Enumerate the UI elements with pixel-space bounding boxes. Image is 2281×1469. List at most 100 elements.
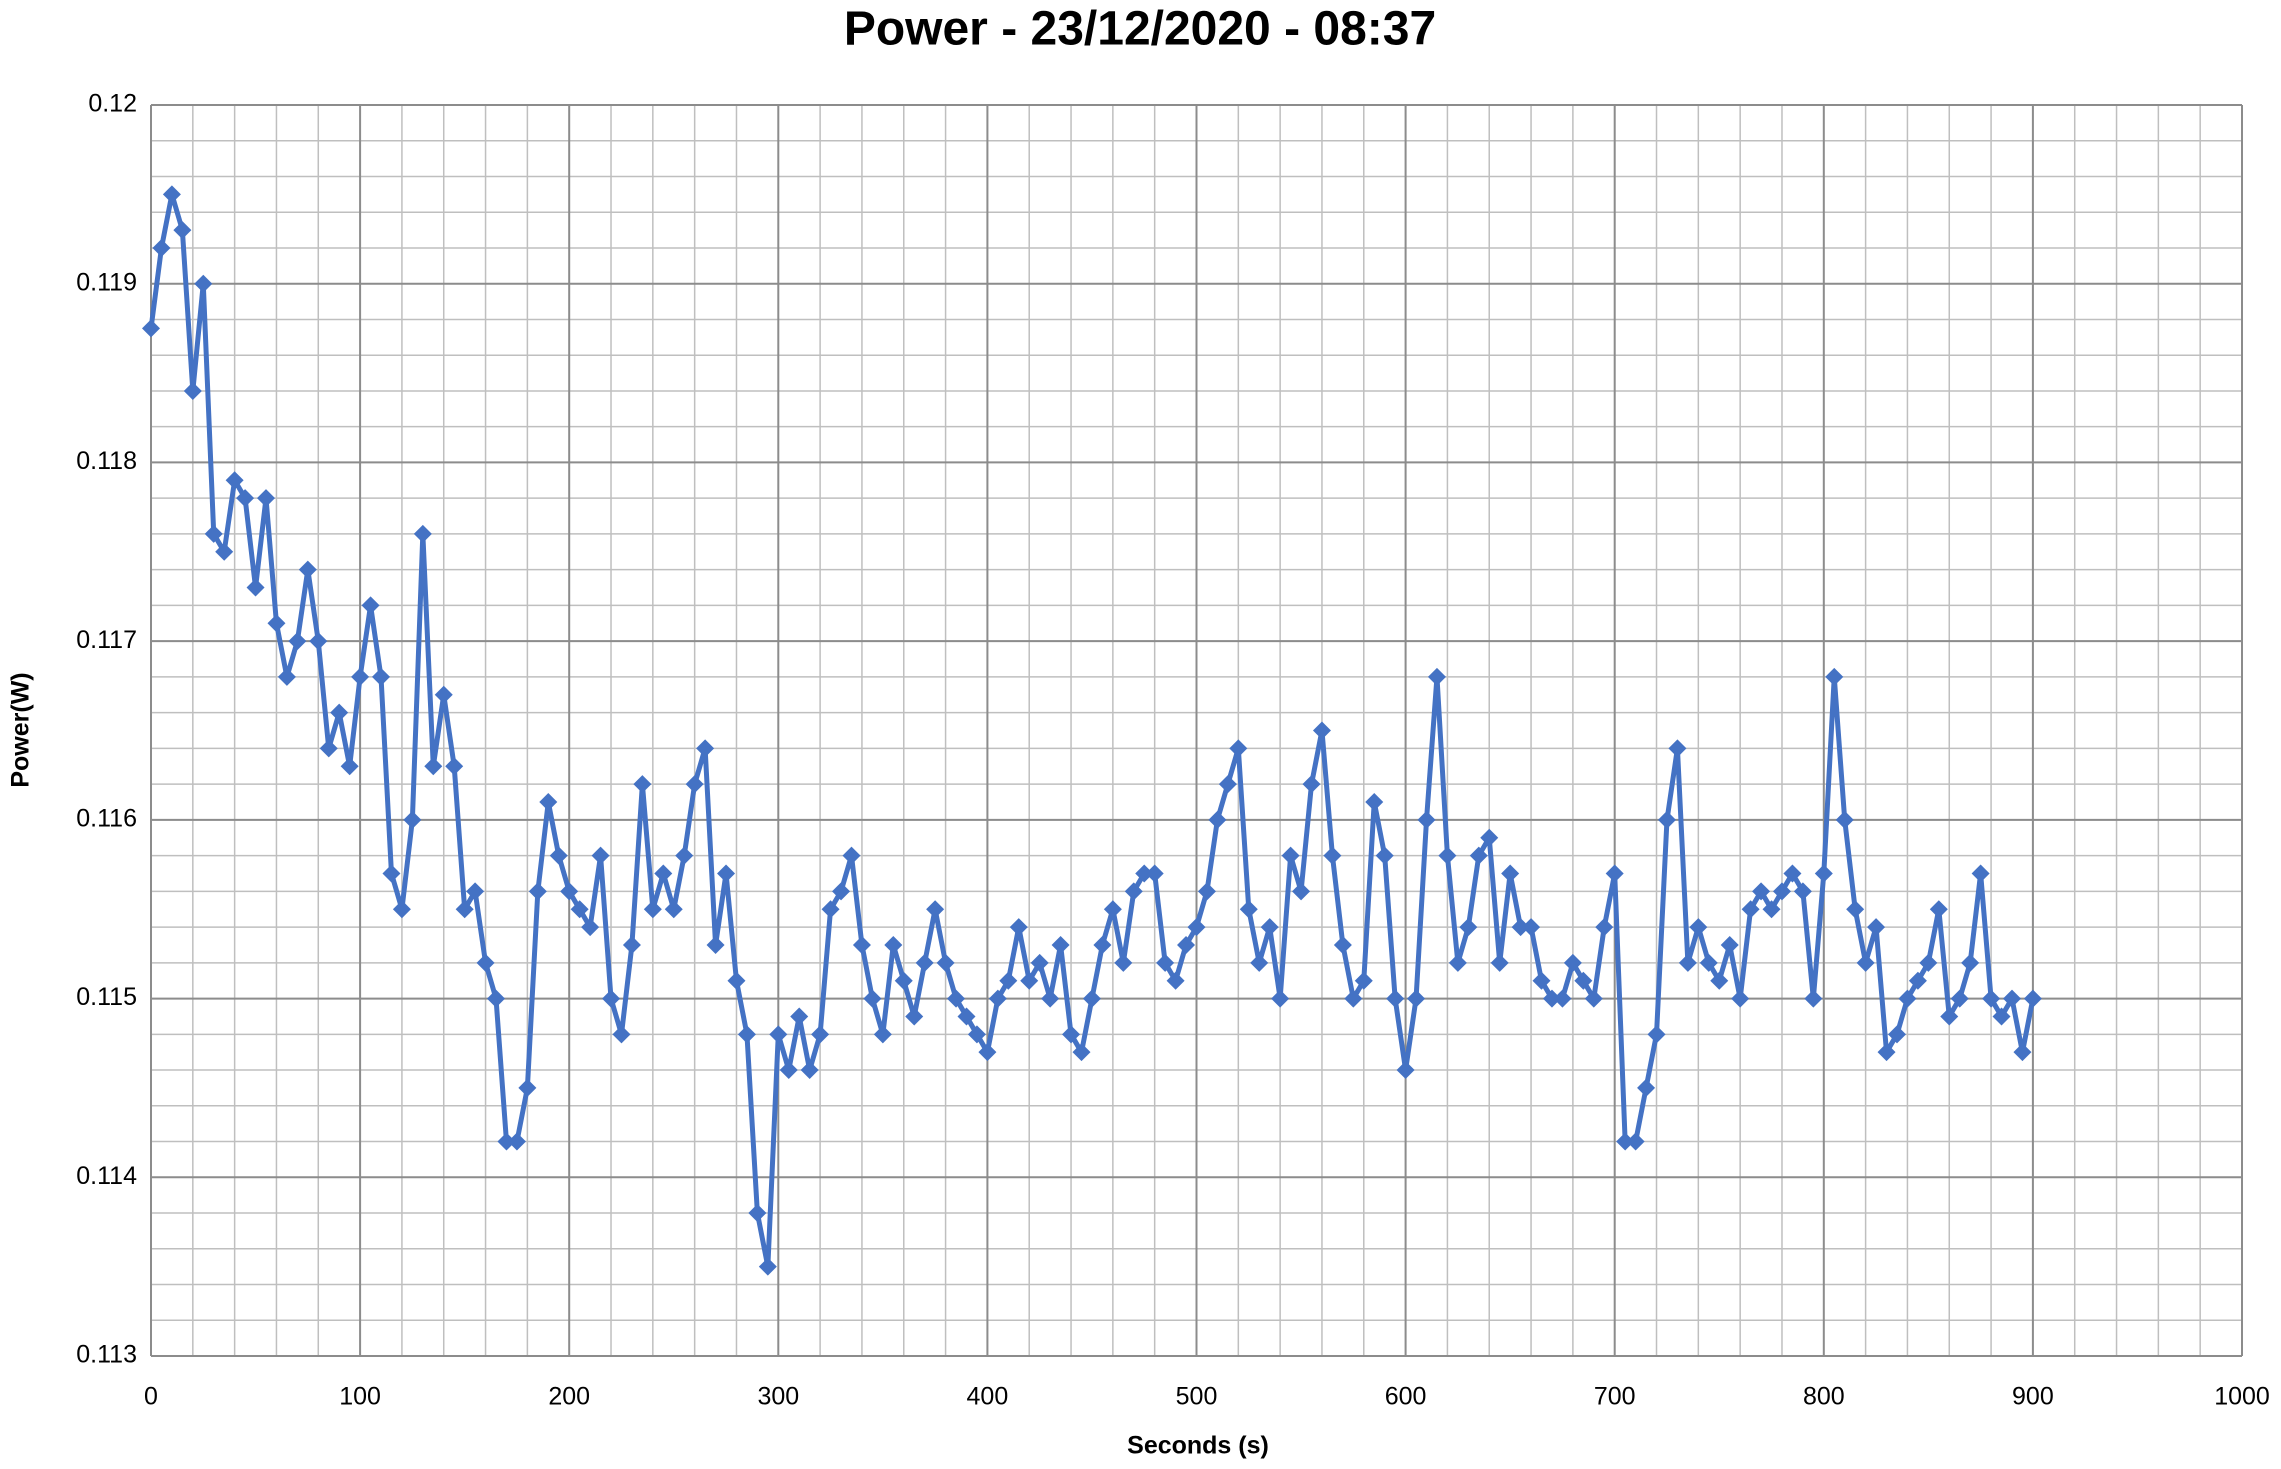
y-tick-label: 0.113 — [76, 1341, 137, 1369]
data-marker — [560, 882, 579, 901]
data-marker — [1208, 810, 1227, 829]
data-marker — [1678, 953, 1697, 972]
data-marker — [602, 989, 621, 1008]
data-marker — [1898, 989, 1917, 1008]
data-marker — [309, 632, 328, 651]
data-marker — [434, 685, 453, 704]
data-marker — [1950, 989, 1969, 1008]
data-marker — [612, 1025, 631, 1044]
data-marker — [1741, 900, 1760, 919]
data-marker — [1365, 792, 1384, 811]
data-marker — [1124, 882, 1143, 901]
data-marker — [591, 846, 610, 865]
data-marker — [1637, 1078, 1656, 1097]
data-marker — [1584, 989, 1603, 1008]
data-marker — [1731, 989, 1750, 1008]
x-tick-label: 500 — [1176, 1383, 1218, 1411]
x-tick-label: 900 — [2012, 1383, 2054, 1411]
y-tick-label: 0.118 — [76, 447, 137, 475]
data-marker — [183, 381, 202, 400]
data-marker — [643, 900, 662, 919]
data-marker — [1114, 953, 1133, 972]
data-marker — [1961, 953, 1980, 972]
data-marker — [330, 703, 349, 722]
data-marker — [1166, 971, 1185, 990]
data-marker — [1710, 971, 1729, 990]
data-marker — [528, 882, 547, 901]
data-marker — [1647, 1025, 1666, 1044]
data-marker — [152, 238, 171, 257]
x-tick-label: 600 — [1385, 1383, 1427, 1411]
data-marker — [1804, 989, 1823, 1008]
data-marker — [1041, 989, 1060, 1008]
data-marker — [476, 953, 495, 972]
data-marker — [1009, 918, 1028, 937]
chart-title: Power - 23/12/2020 - 08:37 — [844, 3, 1436, 56]
data-marker — [988, 989, 1007, 1008]
data-marker — [1344, 989, 1363, 1008]
data-marker — [497, 1132, 516, 1151]
y-axis-label: Power(W) — [7, 672, 35, 787]
y-tick-label: 0.115 — [76, 983, 137, 1011]
data-marker — [1354, 971, 1373, 990]
data-marker — [424, 757, 443, 776]
data-marker — [518, 1078, 537, 1097]
data-marker — [1030, 953, 1049, 972]
data-marker — [696, 739, 715, 758]
data-marker — [842, 846, 861, 865]
data-marker — [915, 953, 934, 972]
data-marker — [1177, 935, 1196, 954]
data-marker — [1877, 1043, 1896, 1062]
data-marker — [215, 542, 234, 561]
x-tick-label: 300 — [757, 1383, 799, 1411]
data-marker — [936, 953, 955, 972]
data-marker — [570, 900, 589, 919]
data-marker — [633, 775, 652, 794]
data-marker — [1940, 1007, 1959, 1026]
data-marker — [1260, 918, 1279, 937]
data-marker — [1072, 1043, 1091, 1062]
data-marker — [319, 739, 338, 758]
data-marker — [1720, 935, 1739, 954]
data-marker — [466, 882, 485, 901]
data-marker — [1616, 1132, 1635, 1151]
data-marker — [926, 900, 945, 919]
data-marker — [1825, 667, 1844, 686]
data-marker — [654, 864, 673, 883]
data-marker — [821, 900, 840, 919]
x-tick-label: 0 — [144, 1383, 158, 1411]
data-marker — [1302, 775, 1321, 794]
data-marker — [790, 1007, 809, 1026]
data-marker — [1793, 882, 1812, 901]
data-marker — [1239, 900, 1258, 919]
data-marker — [581, 918, 600, 937]
x-tick-label: 700 — [1594, 1383, 1636, 1411]
data-marker — [1448, 953, 1467, 972]
data-marker — [1292, 882, 1311, 901]
data-marker — [507, 1132, 526, 1151]
data-marker — [1396, 1061, 1415, 1080]
data-marker — [957, 1007, 976, 1026]
data-marker — [267, 614, 286, 633]
data-marker — [779, 1061, 798, 1080]
data-marker — [1929, 900, 1948, 919]
data-marker — [706, 935, 725, 954]
y-tick-label: 0.116 — [76, 804, 137, 832]
data-marker — [1469, 846, 1488, 865]
data-marker — [1062, 1025, 1081, 1044]
data-marker — [1187, 918, 1206, 937]
data-marker — [1459, 918, 1478, 937]
data-marker — [800, 1061, 819, 1080]
data-marker — [1229, 739, 1248, 758]
data-marker — [1156, 953, 1175, 972]
data-marker — [863, 989, 882, 1008]
data-marker — [852, 935, 871, 954]
data-marker — [445, 757, 464, 776]
data-marker — [413, 524, 432, 543]
data-marker — [1490, 953, 1509, 972]
data-marker — [1511, 918, 1530, 937]
data-marker — [2023, 989, 2042, 1008]
data-marker — [2013, 1043, 2032, 1062]
data-marker — [894, 971, 913, 990]
data-marker — [1501, 864, 1520, 883]
